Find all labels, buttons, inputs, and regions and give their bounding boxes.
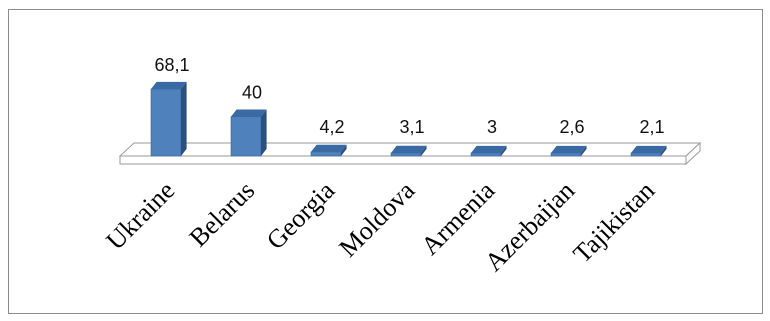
- bar-front: [150, 88, 182, 157]
- category-label: Belarus: [184, 176, 261, 253]
- category-label: Tajikistan: [567, 176, 660, 269]
- bar-top: [391, 145, 427, 153]
- category-label: Ukraine: [101, 176, 181, 256]
- data-label: 40: [242, 83, 262, 103]
- bar: [230, 109, 267, 157]
- data-label: 3: [487, 117, 497, 137]
- data-label: 3,1: [399, 117, 424, 137]
- bar-front: [630, 152, 662, 157]
- bar: [150, 81, 187, 157]
- bar-side: [341, 144, 347, 156]
- bar: [390, 145, 427, 157]
- bar-top: [631, 145, 667, 153]
- bar-side: [421, 145, 427, 156]
- bar-side: [181, 81, 187, 156]
- category-label: Moldova: [333, 175, 420, 262]
- data-label: 4,2: [319, 117, 344, 137]
- floor-front: [119, 155, 687, 165]
- category-label: Georgia: [261, 175, 341, 255]
- bar-side: [581, 145, 587, 156]
- floor-side: [685, 141, 701, 166]
- bar-side: [261, 109, 267, 156]
- data-label: 2,6: [559, 117, 584, 137]
- bar-top: [311, 144, 347, 152]
- data-label: 2,1: [639, 117, 664, 137]
- bar-top: [551, 145, 587, 153]
- bar-top: [231, 109, 267, 117]
- bar-top: [471, 145, 507, 153]
- bar-top: [151, 81, 187, 89]
- bar-front: [550, 152, 582, 157]
- bar-front: [470, 152, 502, 157]
- bar-front: [230, 116, 262, 157]
- bar: [550, 145, 587, 157]
- bar-front: [310, 151, 342, 157]
- bar: [630, 145, 667, 157]
- value-labels: 68,1 40 4,2 3,1 3 2,6 2,1: [154, 55, 664, 137]
- bar-side: [501, 145, 507, 156]
- bar: [470, 145, 507, 157]
- bar-side: [661, 145, 667, 156]
- category-labels: Ukraine Belarus GeorgiaMoldovaArmeniaAzerb…: [101, 175, 661, 276]
- bar-series: [150, 81, 667, 157]
- bar-front: [390, 152, 422, 157]
- bar: [310, 144, 347, 157]
- data-label: 68,1: [154, 55, 189, 75]
